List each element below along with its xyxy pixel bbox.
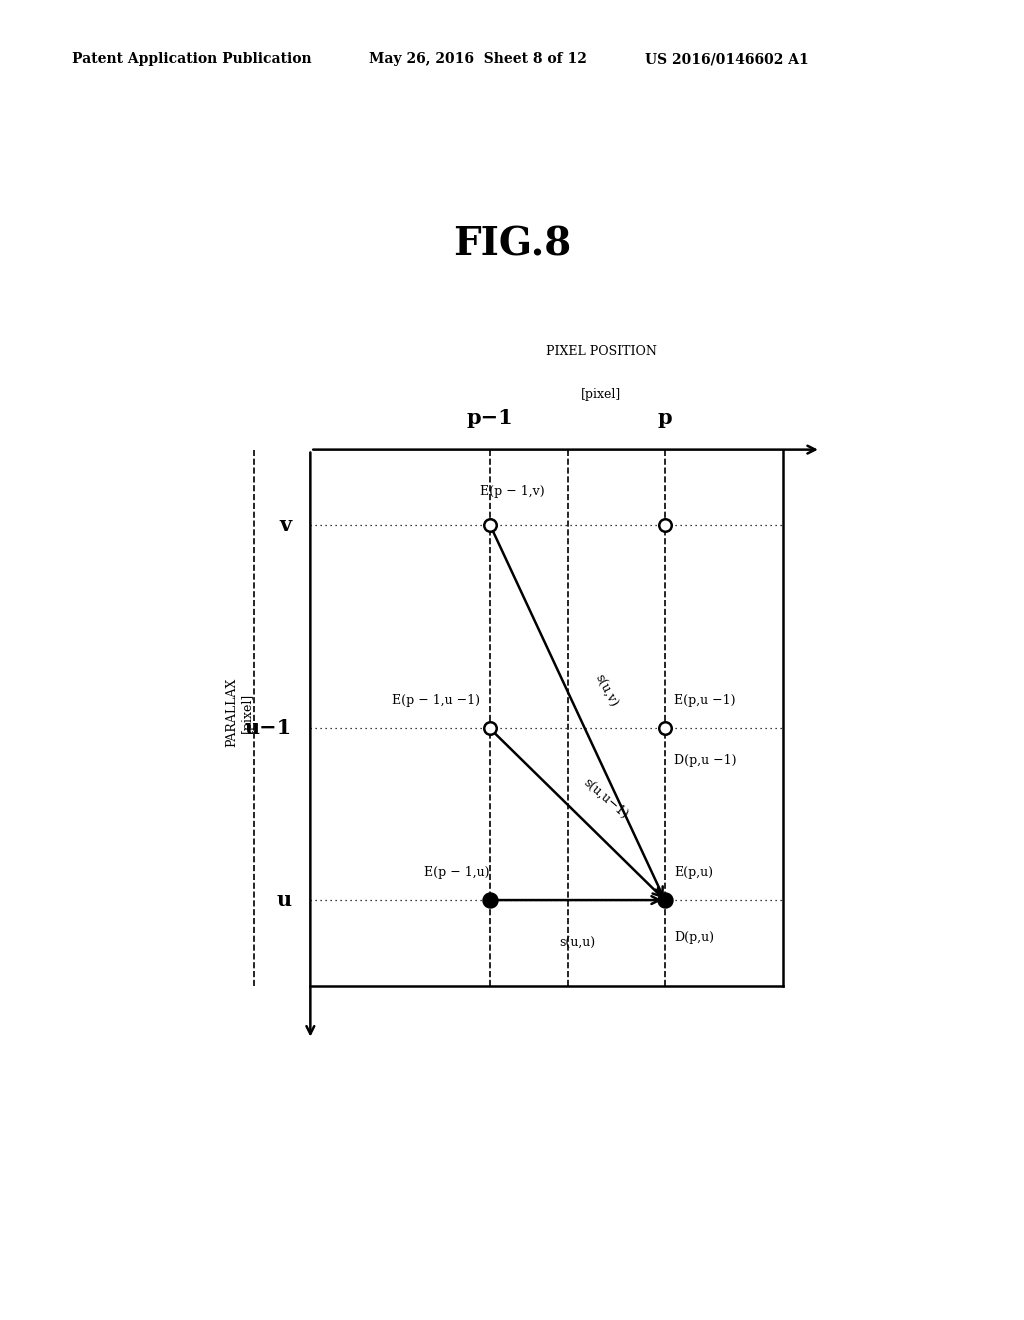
Text: D(p,u −1): D(p,u −1) [674,754,736,767]
Text: p: p [657,408,672,428]
Text: s(u,v): s(u,v) [592,672,620,710]
Text: May 26, 2016  Sheet 8 of 12: May 26, 2016 Sheet 8 of 12 [369,53,587,66]
Text: FIG.8: FIG.8 [453,226,571,263]
Text: E(p,u): E(p,u) [674,866,714,879]
Text: US 2016/0146602 A1: US 2016/0146602 A1 [645,53,809,66]
Text: u−1: u−1 [244,718,292,738]
Text: PIXEL POSITION: PIXEL POSITION [546,346,656,359]
Text: PARALLAX
[pixel]: PARALLAX [pixel] [225,677,254,747]
Text: s(u,u−1): s(u,u−1) [581,775,631,821]
Text: v: v [280,515,292,535]
Text: D(p,u): D(p,u) [674,931,715,944]
Text: E(p,u −1): E(p,u −1) [674,694,736,708]
Text: u: u [276,890,292,909]
Text: Patent Application Publication: Patent Application Publication [72,53,311,66]
Text: s(u,u): s(u,u) [559,936,595,949]
Text: E(p − 1,u −1): E(p − 1,u −1) [392,694,480,708]
Text: [pixel]: [pixel] [581,388,622,401]
Text: E(p − 1,v): E(p − 1,v) [480,484,545,498]
Text: E(p − 1,u): E(p − 1,u) [424,866,489,879]
Text: p−1: p−1 [467,408,513,428]
